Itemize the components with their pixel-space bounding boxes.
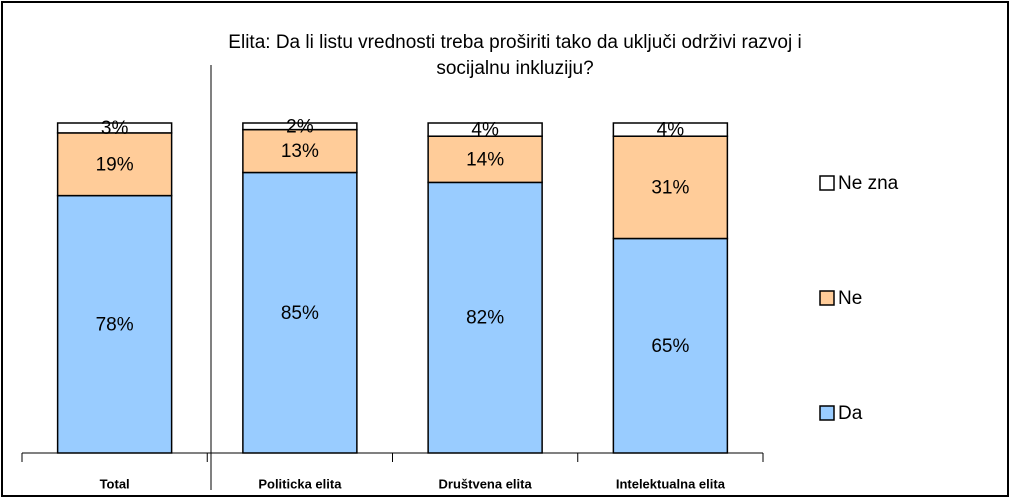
- legend-label: Ne zna: [838, 173, 899, 194]
- legend-swatch: [819, 290, 835, 306]
- data-label: 31%: [651, 177, 689, 198]
- bar-segment: [427, 135, 543, 184]
- data-label: 3%: [101, 118, 129, 139]
- bar-segment: [612, 237, 729, 454]
- x-tick-label: Total: [100, 476, 130, 491]
- bar-segment: [242, 128, 358, 174]
- bar-segment: [612, 135, 729, 240]
- data-label: 82%: [466, 308, 504, 329]
- x-tick-label: Politicka elita: [258, 476, 342, 491]
- legend-label: Da: [838, 403, 863, 424]
- bar-segment: [242, 122, 358, 131]
- bar-segment: [242, 171, 358, 454]
- bar-segment: [427, 122, 543, 137]
- bar-segment: [612, 122, 729, 137]
- data-label: 2%: [286, 116, 314, 137]
- bar-segment: [56, 122, 173, 134]
- data-label: 14%: [466, 149, 504, 170]
- bar-segment: [427, 181, 543, 454]
- data-label: 65%: [651, 336, 689, 357]
- bar-segment: [56, 194, 173, 454]
- legend-swatch: [819, 405, 835, 421]
- x-tick-label: Društvena elita: [439, 476, 533, 491]
- data-label: 85%: [281, 303, 319, 324]
- data-label: 4%: [471, 120, 499, 141]
- data-label: 4%: [657, 120, 685, 141]
- legend-label: Ne: [838, 288, 862, 309]
- data-label: 19%: [96, 154, 134, 175]
- data-label: 13%: [281, 141, 319, 162]
- legend-swatch: [819, 175, 835, 191]
- data-label: 78%: [96, 314, 134, 335]
- chart-title: Elita: Da li listu vrednosti treba proši…: [228, 32, 802, 79]
- x-tick-label: Intelektualna elita: [616, 476, 726, 491]
